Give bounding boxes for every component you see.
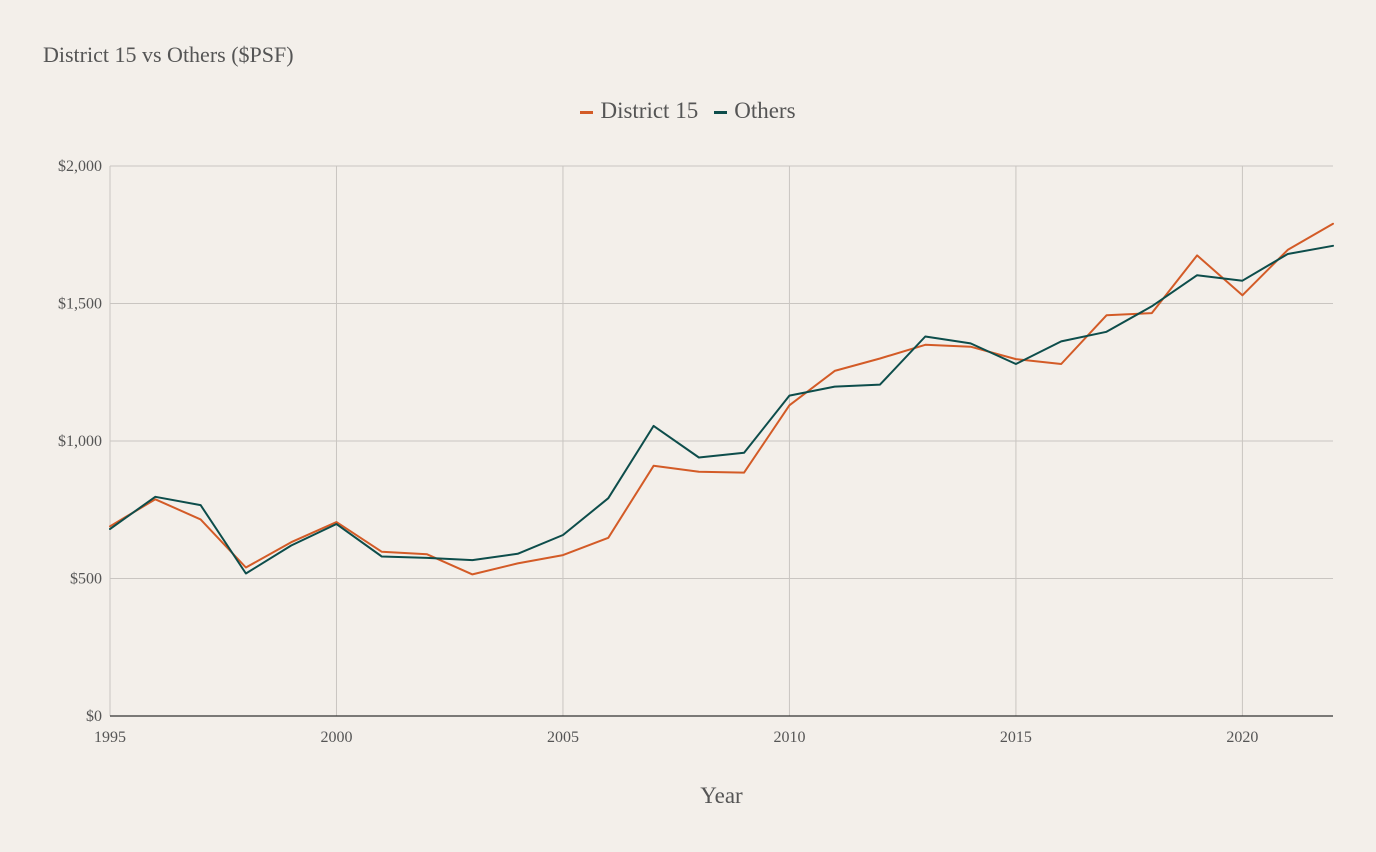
x-tick-label: 2020 — [1226, 729, 1258, 746]
y-tick-label: $1,500 — [58, 296, 102, 313]
legend-label-others: Others — [734, 98, 796, 123]
x-tick-label: 1995 — [94, 729, 126, 746]
legend-item-district-15[interactable]: District 15 — [580, 98, 698, 124]
x-axis-title: Year — [700, 783, 743, 808]
x-tick-label: 2005 — [547, 729, 579, 746]
x-tick-label: 2015 — [1000, 729, 1032, 746]
legend-item-others[interactable]: Others — [714, 98, 796, 124]
chart-title: District 15 vs Others ($PSF) — [43, 42, 294, 67]
x-tick-label: 2010 — [773, 729, 805, 746]
series-line-others — [109, 244, 1334, 575]
legend: District 15 Others — [0, 98, 1376, 124]
y-tick-label: $2,000 — [58, 158, 102, 175]
y-tick-label: $1,000 — [58, 433, 102, 450]
legend-swatch-others — [714, 110, 728, 114]
y-tick-label: $0 — [86, 708, 102, 725]
legend-swatch-district-15 — [580, 110, 594, 114]
series-line-district-15 — [109, 222, 1334, 576]
legend-label-district-15: District 15 — [600, 98, 699, 123]
x-tick-label: 2000 — [320, 729, 352, 746]
y-tick-label: $500 — [70, 571, 102, 588]
